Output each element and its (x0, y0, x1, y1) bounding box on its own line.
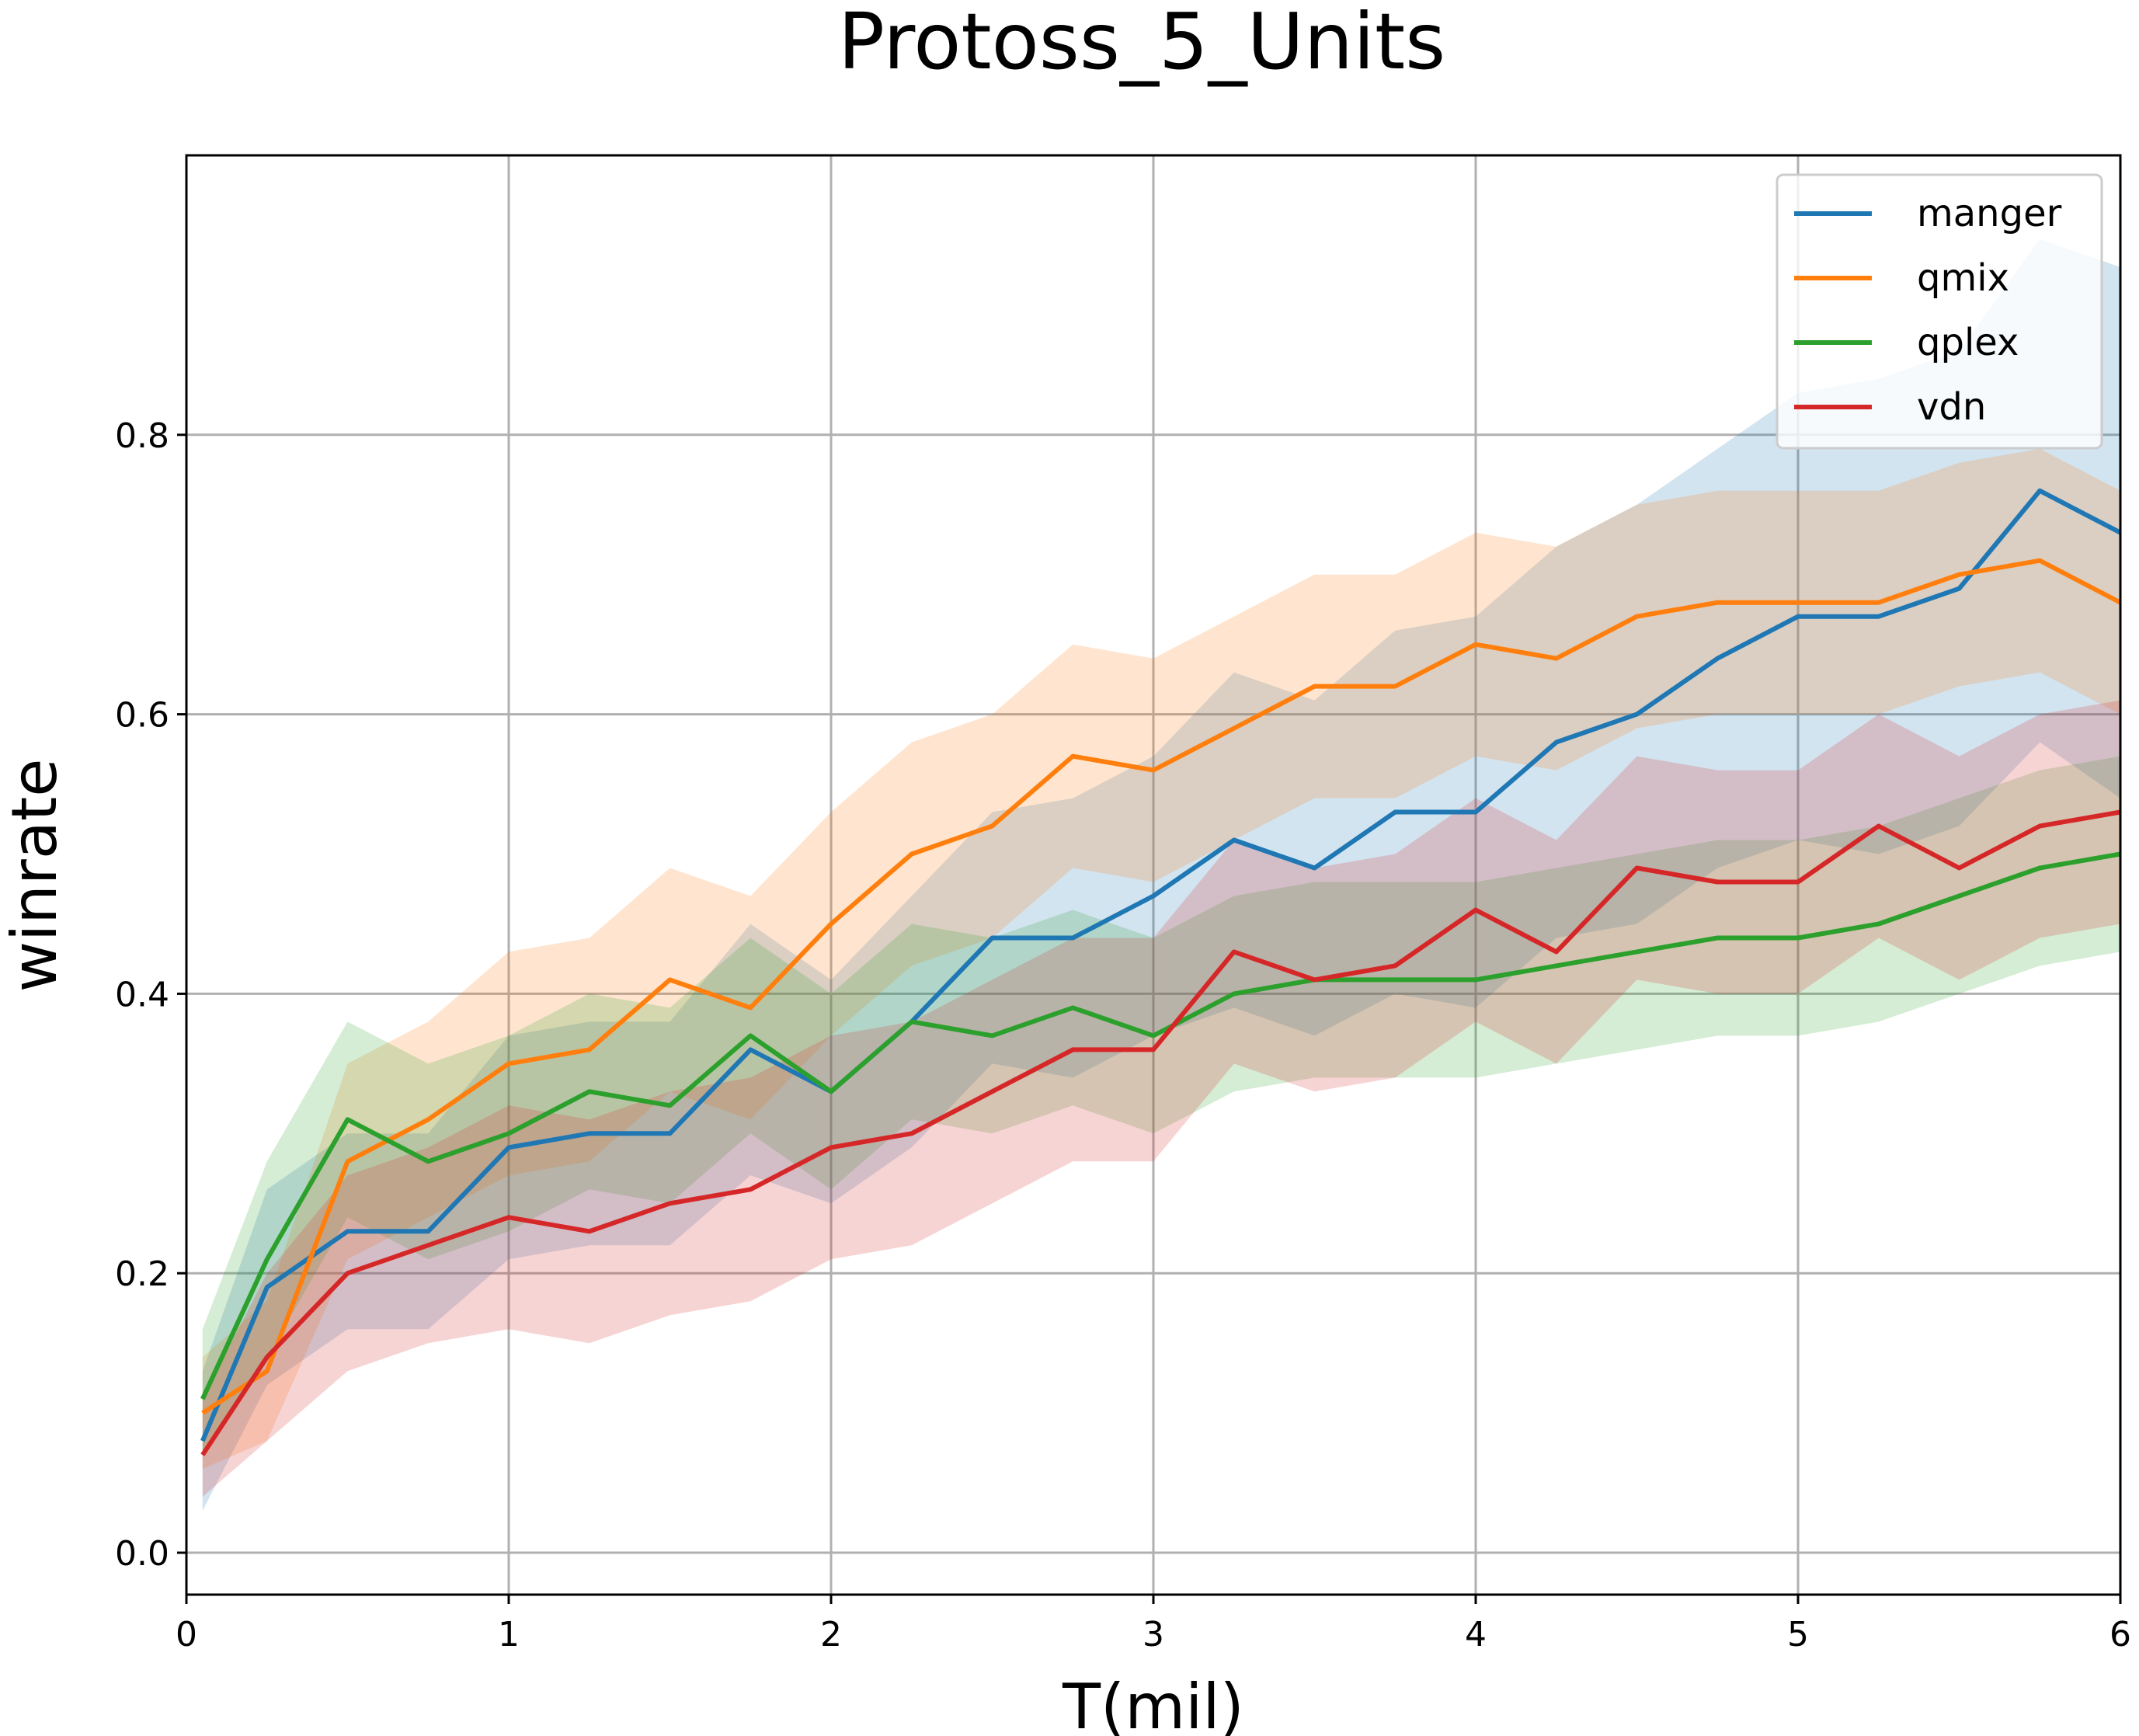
x-tick-label: 1 (498, 1615, 520, 1654)
y-axis-label: winrate (0, 759, 71, 993)
x-tick-label: 4 (1465, 1615, 1487, 1654)
series-line-qmix (201, 558, 2122, 1415)
x-axis-label: T(mil) (1062, 1671, 1244, 1736)
y-tick-label: 0.8 (115, 416, 169, 456)
y-axis-ticks: 0.0 0.2 0.4 0.6 0.8 (115, 416, 186, 1574)
series-line-manger (200, 488, 2122, 1442)
band-vdn (202, 700, 2120, 1498)
band-qplex (202, 756, 2120, 1456)
series-line-vdn (200, 809, 2121, 1456)
band-manger (202, 238, 2120, 1512)
x-tick-label: 6 (2109, 1615, 2131, 1654)
legend-label-vdn: vdn (1917, 385, 1986, 429)
x-tick-label: 5 (1787, 1615, 1809, 1654)
series-lines (200, 488, 2122, 1456)
legend-label-qplex: qplex (1917, 321, 2019, 364)
y-tick-label: 0.4 (115, 975, 169, 1014)
legend-label-qmix: qmix (1917, 256, 2009, 300)
legend-box (1776, 173, 2103, 450)
x-axis-ticks: 0 1 2 3 4 5 6 (176, 1595, 2131, 1654)
y-tick-label: 0.2 (115, 1254, 169, 1294)
chart-title: Protoss_5_Units (838, 0, 1446, 87)
band-qmix (202, 448, 2120, 1470)
confidence-bands (202, 238, 2120, 1512)
legend: manger qmix qplex vdn (1776, 173, 2103, 450)
y-tick-label: 0.0 (115, 1534, 169, 1574)
legend-label-manger: manger (1917, 192, 2062, 235)
x-tick-label: 3 (1143, 1615, 1164, 1654)
x-tick-label: 2 (820, 1615, 842, 1654)
y-tick-label: 0.6 (115, 696, 169, 736)
x-tick-label: 0 (176, 1615, 197, 1654)
series-line-qplex (200, 851, 2121, 1400)
